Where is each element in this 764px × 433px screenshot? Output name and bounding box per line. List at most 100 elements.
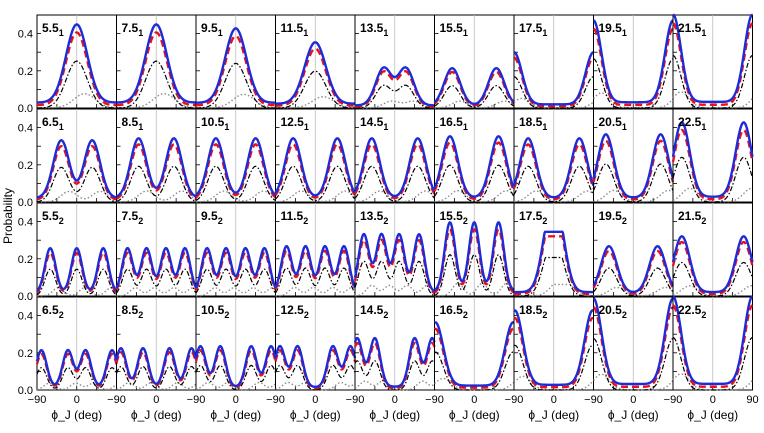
- series-blue-solid: [671, 235, 754, 294]
- panel-label: 19.52: [599, 209, 627, 226]
- x-axis-title: ϕ_J (deg): [210, 408, 261, 422]
- x-tick-label: 0: [312, 394, 318, 406]
- x-tick-label: 0: [710, 394, 716, 406]
- panel-label: 22.51: [678, 115, 706, 132]
- panel-label: 12.51: [281, 115, 309, 132]
- series-black-dashdot: [434, 85, 515, 108]
- series-red-dashed: [512, 143, 595, 201]
- x-tick-label: 0: [551, 394, 557, 406]
- series-blue-solid: [274, 244, 357, 288]
- series-black-dashdot: [36, 60, 117, 109]
- panel-label: 7.52: [122, 209, 144, 226]
- panel-label-subscript: 2: [463, 310, 468, 320]
- panel-label-subscript: 2: [224, 310, 229, 320]
- panel-14: 14.51: [353, 108, 436, 203]
- series-black-dashdot: [116, 60, 197, 109]
- series-blue-solid: [512, 137, 595, 199]
- x-axis-title: ϕ_J (deg): [687, 408, 738, 422]
- panel-label-value: 5.5: [42, 21, 59, 35]
- panel-label: 21.52: [678, 209, 706, 226]
- series-gray-dotted: [275, 286, 356, 297]
- panel-label-subscript: 2: [383, 216, 388, 226]
- panel-label-value: 14.5: [360, 115, 384, 129]
- series-blue-solid: [593, 19, 674, 104]
- panel-10: 6.51 0.0 0.2 0.4: [18, 108, 117, 209]
- y-axis-title: Probability: [1, 188, 15, 244]
- x-tick-label: 0: [74, 394, 80, 406]
- panel-label: 15.52: [440, 209, 468, 226]
- panel-30: 10.52 −90 0 ϕ_J (deg): [187, 296, 277, 422]
- series-black-dashdot: [593, 267, 674, 297]
- panel-label-subscript: 2: [59, 216, 64, 226]
- panel-label-value: 19.5: [599, 209, 623, 223]
- panel-6: 15.51: [433, 14, 515, 109]
- panel-label-subscript: 2: [138, 310, 143, 320]
- panel-label-value: 15.5: [440, 209, 464, 223]
- panel-label-value: 17.5: [519, 21, 543, 35]
- series-blue-solid: [194, 246, 277, 289]
- x-axis-title: ϕ_J (deg): [369, 408, 420, 422]
- series-blue-solid: [672, 295, 753, 386]
- x-axis-title: ϕ_J (deg): [290, 408, 341, 422]
- series-gray-dotted: [36, 287, 117, 297]
- series-red-dashed: [671, 128, 754, 201]
- x-tick-label: −90: [266, 394, 285, 406]
- series-blue-solid: [513, 51, 594, 106]
- x-axis-title: ϕ_J (deg): [51, 408, 102, 422]
- panel-label: 10.52: [201, 303, 229, 320]
- panel-label: 18.52: [519, 303, 547, 320]
- series-black-dashdot: [672, 156, 754, 203]
- x-tick-label: 0: [392, 394, 398, 406]
- series-red-dashed: [353, 143, 436, 200]
- panel-label: 11.51: [281, 21, 309, 38]
- series-gray-dotted: [434, 190, 515, 203]
- series-black-dashdot: [36, 166, 117, 203]
- series-red-dashed: [433, 70, 515, 107]
- series-red-dashed: [592, 249, 675, 295]
- panel-label: 6.52: [42, 303, 64, 320]
- panel-label-value: 18.5: [519, 303, 543, 317]
- series-gray-dotted: [593, 189, 674, 203]
- series-gray-dotted: [195, 287, 276, 297]
- panel-label-subscript: 1: [218, 28, 223, 38]
- panel-label-value: 17.5: [519, 209, 543, 223]
- series-gray-dotted: [672, 91, 754, 109]
- panel-2: 7.51: [116, 14, 197, 109]
- panel-label-value: 8.5: [122, 115, 139, 129]
- panel-label-value: 5.5: [42, 209, 59, 223]
- series-black-dashdot: [275, 70, 356, 109]
- panel-label: 17.52: [519, 209, 547, 226]
- panel-label: 19.51: [599, 21, 627, 38]
- series-blue-solid: [353, 137, 436, 198]
- panel-5: 13.51: [354, 14, 435, 109]
- panel-label-subscript: 1: [383, 28, 388, 38]
- x-tick-label: −90: [28, 394, 47, 406]
- panel-label-subscript: 1: [542, 122, 547, 132]
- y-tick-label: 0.0: [18, 197, 33, 209]
- panel-26: 19.52: [592, 202, 675, 297]
- panel-label-value: 22.5: [678, 115, 702, 129]
- series-red-dashed: [592, 139, 675, 201]
- series-red-dashed: [433, 141, 516, 200]
- series-gray-dotted: [593, 286, 674, 297]
- panel-label-subscript: 2: [303, 216, 308, 226]
- panel-label: 14.52: [360, 303, 388, 320]
- panel-label-subscript: 1: [542, 28, 547, 38]
- panel-label: 7.51: [122, 21, 144, 38]
- series-black-dashdot: [592, 163, 674, 203]
- y-tick-label: 0.2: [18, 66, 33, 78]
- x-tick-label: 90: [746, 394, 758, 406]
- panel-label-value: 13.5: [360, 209, 384, 223]
- series-blue-solid: [433, 66, 515, 106]
- panel-label-subscript: 1: [463, 122, 468, 132]
- panel-20: 7.52: [115, 202, 198, 297]
- series-blue-solid: [592, 133, 675, 199]
- panel-label: 10.51: [201, 115, 229, 132]
- y-tick-label: 0.2: [18, 254, 33, 266]
- panel-24: 15.52: [433, 202, 515, 297]
- series-black-dashdot: [354, 360, 436, 391]
- panel-label: 21.51: [678, 21, 706, 38]
- series-black-dashdot: [354, 260, 435, 297]
- series-gray-dotted: [36, 382, 117, 391]
